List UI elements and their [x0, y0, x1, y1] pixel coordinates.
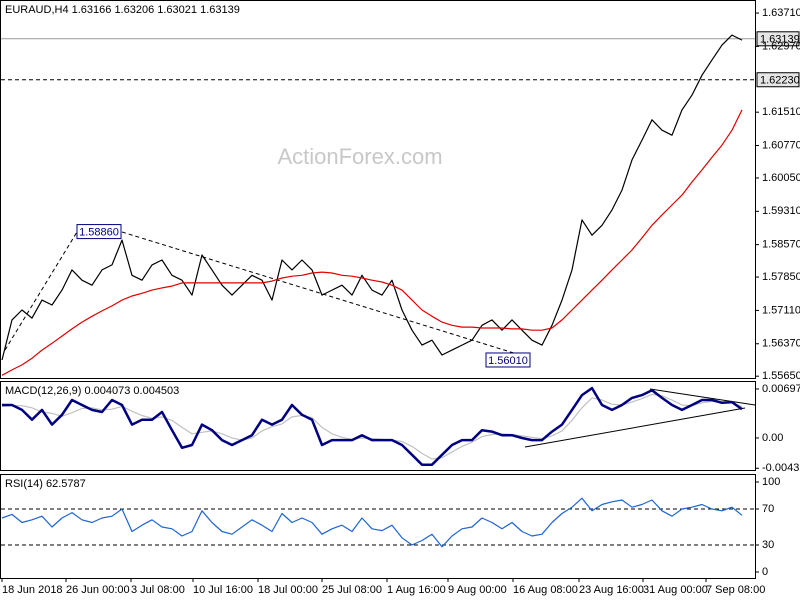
y-tick-label: 100 — [762, 476, 780, 488]
y-tick-label: -0.00431 — [762, 462, 800, 474]
panel-frame — [0, 381, 756, 471]
x-tick-label: 3 Jul 08:00 — [131, 584, 185, 596]
y-tick-label: 0 — [762, 566, 768, 578]
trend-line — [121, 231, 531, 359]
y-tick-label: 1.57850 — [762, 271, 800, 283]
series-line — [1, 109, 743, 376]
y-tick-label: 30 — [762, 539, 774, 551]
y-tick-label: 1.60050 — [762, 172, 800, 184]
annotation-label: 1.58860 — [79, 226, 119, 238]
x-tick-label: 1 Aug 16:00 — [387, 584, 446, 596]
x-tick-label: 10 Jul 16:00 — [193, 584, 253, 596]
x-tick-label: 18 Jun 2018 — [2, 584, 63, 596]
annotation-box — [76, 224, 122, 240]
y-tick-label: 70 — [762, 503, 774, 515]
x-tick-label: 26 Jun 00:00 — [66, 584, 130, 596]
panel-title: RSI(14) 62.5787 — [5, 478, 86, 490]
x-tick-label: 18 Jul 00:00 — [258, 584, 318, 596]
panel-frame — [0, 0, 756, 379]
level-label-box — [756, 31, 800, 47]
x-tick-label: 16 Aug 08:00 — [513, 584, 578, 596]
series-line — [1, 393, 743, 460]
watermark: ActionForex.com — [277, 144, 442, 169]
level-label: 1.62230 — [760, 75, 800, 87]
panel-title: EURAUD,H4 1.63166 1.63206 1.63021 1.6313… — [5, 4, 240, 16]
series-line — [1, 34, 743, 361]
y-tick-label: 1.56370 — [762, 338, 800, 350]
trend-line — [4, 231, 78, 351]
y-tick-label: 1.58570 — [762, 239, 800, 251]
x-tick-label: 31 Aug 00:00 — [643, 584, 708, 596]
trend-line — [524, 407, 746, 448]
panel-frame — [0, 474, 756, 579]
trend-line — [649, 388, 756, 406]
series-line — [1, 497, 743, 548]
annotation-box — [485, 352, 531, 368]
y-tick-label: 1.57110 — [762, 304, 800, 316]
y-tick-label: 1.63710 — [762, 7, 800, 19]
x-tick-label: 23 Aug 16:00 — [579, 584, 644, 596]
y-tick-label: 0.006976 — [762, 383, 800, 395]
x-tick-label: 25 Jul 08:00 — [322, 584, 382, 596]
level-label-box — [756, 72, 800, 88]
level-label: 1.63139 — [760, 34, 800, 46]
x-tick-label: 9 Aug 00:00 — [448, 584, 507, 596]
y-tick-label: 0.00 — [762, 432, 783, 444]
x-tick-label: 7 Sep 08:00 — [706, 584, 765, 596]
y-tick-label: 1.61510 — [762, 106, 800, 118]
y-tick-label: 1.55650 — [762, 370, 800, 382]
panel-title: MACD(12,26,9) 0.004073 0.004503 — [5, 385, 179, 397]
y-tick-label: 1.59310 — [762, 205, 800, 217]
y-tick-label: 1.60770 — [762, 139, 800, 151]
y-tick-label: 1.62970 — [762, 40, 800, 52]
series-line — [2, 386, 743, 466]
annotation-label: 1.56010 — [488, 355, 528, 367]
